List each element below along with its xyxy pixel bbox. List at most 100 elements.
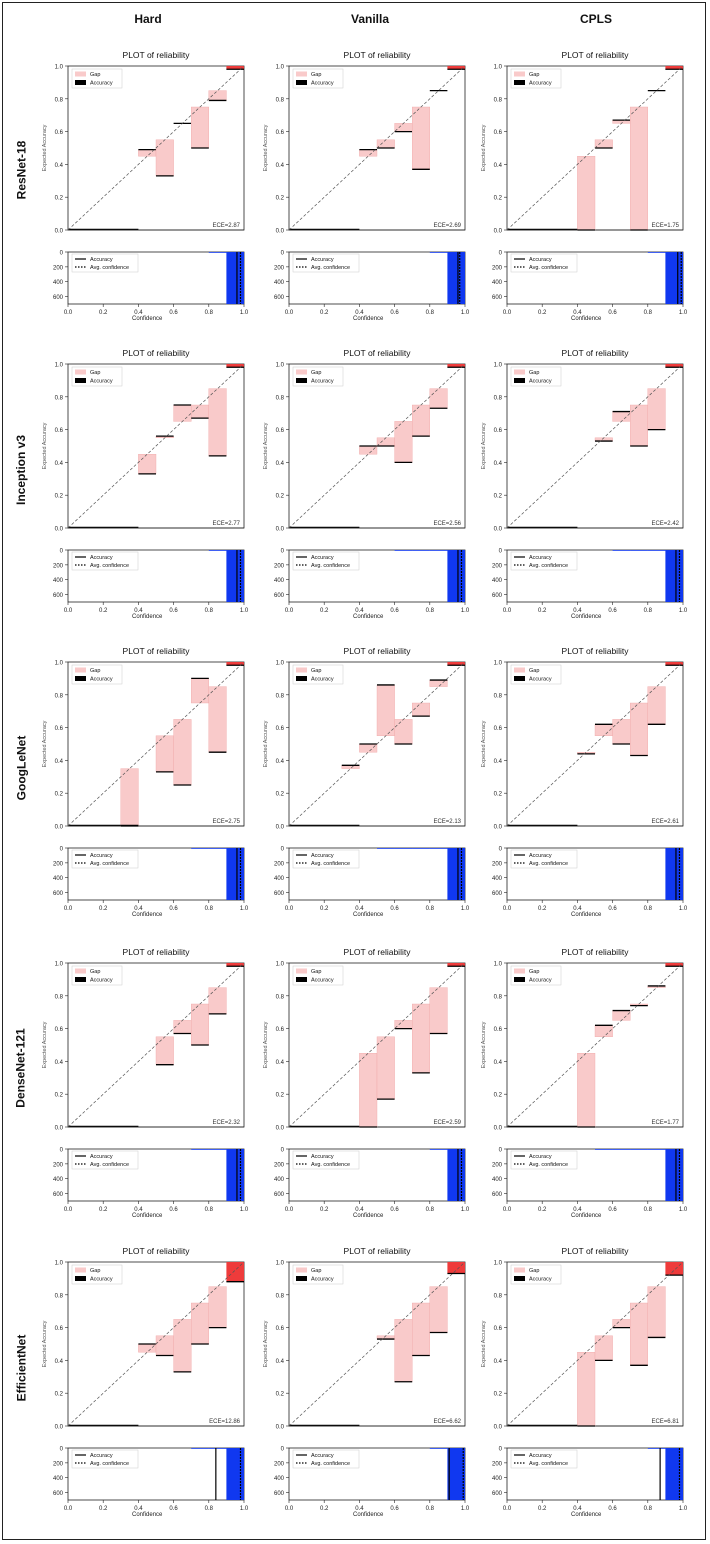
y-tick-label: 0.8	[494, 97, 503, 103]
histogram-legend-accuracy-label: Accuracy	[90, 555, 113, 561]
histogram-y-tick-label: 400	[274, 1177, 285, 1183]
y-tick-label: 0.8	[276, 994, 285, 1000]
count-bar	[226, 252, 244, 304]
y-tick-label: 0.4	[276, 163, 285, 169]
x-tick-label: 0.6	[390, 310, 399, 316]
gap-bar	[411, 702, 430, 717]
reliability-y-label: Expected Accuracy	[263, 124, 269, 171]
y-tick-label: 0.2	[55, 196, 64, 202]
gap-bar	[394, 1319, 413, 1382]
legend-accuracy-swatch	[75, 1276, 86, 1281]
x-tick-label: 1.0	[461, 310, 470, 316]
ece-value: ECE=2.56	[433, 521, 461, 527]
x-tick-label: 0.0	[285, 1207, 294, 1213]
perfect-calibration-line	[288, 661, 466, 827]
y-tick-label: 0.6	[276, 1326, 285, 1332]
legend-accuracy-label: Accuracy	[529, 677, 552, 683]
row-header-googlenet: GoogLeNet	[14, 735, 29, 801]
histogram-y-tick-label: 600	[492, 1192, 503, 1198]
histogram-legend-box	[292, 253, 360, 273]
reliability-y-label: Expected Accuracy	[42, 124, 48, 171]
y-tick-label: 0.8	[55, 994, 64, 1000]
x-tick-label: 0.8	[205, 906, 214, 912]
ece-value: ECE=2.61	[651, 819, 679, 825]
perfect-calibration-line	[288, 962, 466, 1128]
y-tick-label: 0.6	[494, 1027, 503, 1033]
reliability-y-label: Expected Accuracy	[263, 720, 269, 767]
count-bar	[595, 1149, 613, 1150]
reliability-panel-r1c2: PLOT of reliability 0.0 0.2 0.4 0.6 0.8 1.0 Exp…	[481, 348, 688, 620]
ece-value: ECE=2.87	[212, 223, 240, 229]
legend-accuracy-label: Accuracy	[529, 978, 552, 984]
histogram-y-tick-label: 400	[274, 578, 285, 584]
reliability-panel-r1c0: PLOT of reliability 0.0 0.2 0.4 0.6 0.8 1.0 Exp…	[42, 348, 249, 620]
histogram-y-tick-label: 600	[274, 1192, 285, 1198]
y-tick-label: 0.0	[276, 229, 285, 235]
histogram-legend-avg-conf-label: Avg. confidence	[311, 265, 350, 271]
legend-accuracy-swatch	[75, 977, 86, 982]
histogram-legend-avg-conf-label: Avg. confidence	[90, 563, 129, 569]
confidence-histogram: 0 200 400 600 Accuracy Avg. confidence 0.0 0.2 0…	[492, 847, 688, 919]
x-tick-label: 0.6	[390, 906, 399, 912]
y-tick-label: 1.0	[494, 661, 503, 667]
y-tick-label: 0.0	[276, 527, 285, 533]
y-tick-label: 0.6	[494, 428, 503, 434]
y-tick-label: 0.6	[55, 726, 64, 732]
y-tick-label: 0.6	[55, 428, 64, 434]
y-tick-label: 0.0	[494, 1425, 503, 1431]
plot-title: PLOT of reliability	[123, 50, 191, 60]
histogram-y-tick-label: 200	[53, 563, 64, 569]
y-tick-label: 0.0	[55, 825, 64, 831]
histogram-y-tick-label: 600	[492, 891, 503, 897]
gap-bar	[411, 1302, 430, 1356]
histogram-legend-avg-conf-label: Avg. confidence	[311, 1461, 350, 1467]
legend-accuracy-label: Accuracy	[90, 1277, 113, 1283]
x-tick-label: 0.4	[355, 608, 364, 614]
histogram-legend-avg-conf-label: Avg. confidence	[529, 265, 568, 271]
legend-gap-label: Gap	[311, 668, 321, 674]
confidence-histogram: 0 200 400 600 Accuracy Avg. confidence 0.0 0.2 0…	[53, 1148, 249, 1220]
y-tick-label: 1.0	[276, 661, 285, 667]
histogram-legend-avg-conf-label: Avg. confidence	[311, 563, 350, 569]
y-tick-label: 0.2	[276, 196, 285, 202]
x-tick-label: 0.6	[169, 310, 178, 316]
y-tick-label: 0.6	[55, 130, 64, 136]
perfect-calibration-line	[67, 661, 245, 827]
ece-value: ECE=1.77	[651, 1120, 679, 1126]
histogram-y-tick-label: 600	[274, 295, 285, 301]
gap-bar	[208, 90, 227, 101]
confidence-histogram: 0 200 400 600 Accuracy Avg. confidence 0.0 0.2 0…	[492, 1447, 688, 1519]
x-axis-label: Confidence	[353, 912, 384, 918]
histogram-y-tick-label: 600	[274, 593, 285, 599]
y-tick-label: 0.8	[276, 693, 285, 699]
y-tick-label: 0.0	[55, 527, 64, 533]
gap-bar	[577, 1351, 596, 1427]
gap-bar	[376, 684, 395, 736]
x-tick-label: 0.8	[426, 1506, 435, 1512]
legend-accuracy-swatch	[75, 378, 86, 383]
count-bar	[429, 848, 448, 849]
count-bar	[191, 1448, 209, 1449]
histogram-legend-accuracy-label: Accuracy	[90, 1453, 113, 1459]
x-axis-label: Confidence	[132, 1213, 163, 1219]
legend-accuracy-label: Accuracy	[529, 81, 552, 87]
legend-accuracy-swatch	[514, 80, 525, 85]
histogram-y-tick-label: 200	[53, 1162, 64, 1168]
y-tick-label: 0.0	[276, 1425, 285, 1431]
histogram-y-tick-label: 0	[60, 1447, 64, 1453]
histogram-y-tick-label: 600	[53, 1192, 64, 1198]
y-tick-label: 0.2	[276, 792, 285, 798]
x-tick-label: 0.4	[573, 608, 582, 614]
histogram-y-tick-label: 600	[274, 1491, 285, 1497]
gap-bar	[376, 1036, 395, 1100]
legend-gap-label: Gap	[90, 1268, 100, 1274]
x-tick-label: 0.6	[169, 608, 178, 614]
y-tick-label: 0.4	[55, 1359, 64, 1365]
gap-bar	[190, 404, 209, 419]
x-tick-label: 0.4	[573, 1207, 582, 1213]
reliability-y-label: Expected Accuracy	[42, 1320, 48, 1367]
reliability-legend: Gap Accuracy	[292, 366, 344, 387]
y-tick-label: 0.6	[276, 1027, 285, 1033]
reliability-legend: Gap Accuracy	[510, 68, 562, 89]
x-tick-label: 0.4	[134, 608, 143, 614]
